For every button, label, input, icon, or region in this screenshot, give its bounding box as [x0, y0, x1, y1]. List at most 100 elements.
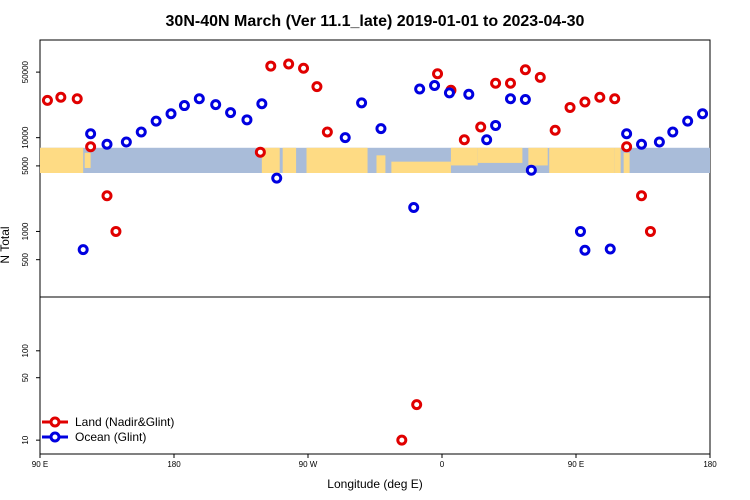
land-region — [623, 152, 630, 173]
land-point — [101, 190, 113, 202]
legend-item-land: Land (Nadir&Glint) — [42, 415, 174, 429]
ocean-point — [682, 115, 694, 127]
x-tick-label: 180 — [703, 460, 717, 469]
x-tick-label: 90 E — [32, 460, 48, 469]
land-point — [475, 121, 487, 133]
ocean-point — [375, 123, 387, 135]
ocean-point — [241, 114, 253, 126]
y-tick-label: 10 — [21, 435, 30, 444]
land-point — [644, 225, 656, 237]
ocean-point — [443, 87, 455, 99]
ocean-point — [604, 243, 616, 255]
ocean-point — [150, 115, 162, 127]
land-point — [311, 81, 323, 93]
ocean-point — [101, 138, 113, 150]
land-point — [283, 58, 295, 70]
land-point — [519, 64, 531, 76]
ocean-point — [165, 108, 177, 120]
ocean-point — [697, 108, 709, 120]
ocean-point — [120, 136, 132, 148]
land-point — [71, 93, 83, 105]
ocean-point — [77, 244, 89, 256]
x-axis-label: Longitude (deg E) — [327, 477, 422, 491]
ocean-point — [408, 202, 420, 214]
ocean-point — [579, 244, 591, 256]
land-region — [614, 147, 621, 173]
ocean-point — [667, 126, 679, 138]
land-region — [450, 147, 478, 166]
lower-panel: 10 50 100 — [21, 296, 711, 455]
ocean-point — [356, 97, 368, 109]
ocean-point — [256, 98, 268, 110]
ocean-point — [339, 132, 351, 144]
x-axis: 90 E 180 90 W 0 90 E 180 — [32, 454, 717, 469]
y-tick-label: 5000 — [21, 156, 30, 174]
land-point — [636, 190, 648, 202]
ocean-point — [225, 107, 237, 119]
y-tick-label: 100 — [21, 344, 30, 358]
land-region — [261, 147, 280, 173]
land-point — [265, 60, 277, 72]
ocean-point — [271, 172, 283, 184]
upper-panel: 500 1000 5000 10000 50000 — [21, 39, 711, 298]
ocean-point — [463, 88, 475, 100]
land-point — [110, 225, 122, 237]
land-point — [534, 71, 546, 83]
lower-plot-frame — [39, 296, 711, 455]
land-point — [55, 91, 67, 103]
land-point — [564, 101, 576, 113]
legend-label-land: Land (Nadir&Glint) — [75, 415, 174, 429]
legend: Land (Nadir&Glint) Ocean (Glint) — [42, 415, 174, 444]
land-point — [85, 141, 97, 153]
x-tick-label: 90 W — [299, 460, 318, 469]
lower-y-axis: 10 50 100 — [21, 344, 40, 445]
ocean-point — [414, 83, 426, 95]
land-point — [458, 134, 470, 146]
land-point — [609, 93, 621, 105]
ocean-point — [210, 99, 222, 111]
y-tick-label: 50 — [21, 373, 30, 382]
ocean-point — [574, 225, 586, 237]
land-point — [432, 68, 444, 80]
ocean-point — [135, 126, 147, 138]
land-point — [396, 434, 408, 446]
x-tick-label: 0 — [440, 460, 445, 469]
ocean-point — [504, 93, 516, 105]
y-tick-label: 10000 — [21, 126, 30, 149]
chart-title: 30N-40N March (Ver 11.1_late) 2019-01-01… — [166, 13, 585, 30]
land-point — [321, 126, 333, 138]
land-point — [549, 124, 561, 136]
land-point — [411, 399, 423, 411]
ocean-point — [621, 128, 633, 140]
land-point — [504, 77, 516, 89]
lower-data-points — [396, 399, 423, 446]
land-region — [282, 147, 297, 173]
y-tick-label: 50000 — [21, 60, 30, 83]
land-region — [40, 147, 84, 173]
ocean-point — [653, 136, 665, 148]
land-region — [306, 147, 368, 173]
ocean-point — [178, 100, 190, 112]
ocean-point — [525, 164, 537, 176]
ocean-point — [490, 119, 502, 131]
y-axis-label: N Total — [0, 226, 12, 263]
ocean-point — [636, 138, 648, 150]
land-region — [84, 152, 91, 168]
land-map-band — [40, 147, 710, 173]
legend-marker-ocean — [49, 431, 61, 443]
ocean-point — [519, 94, 531, 106]
land-region — [528, 147, 548, 166]
upper-data-points — [41, 58, 709, 256]
x-tick-label: 90 E — [568, 460, 584, 469]
y-tick-label: 500 — [21, 252, 30, 266]
land-region — [376, 155, 386, 173]
upper-y-axis: 500 1000 5000 10000 50000 — [21, 60, 40, 266]
land-point — [41, 94, 53, 106]
ocean-point — [193, 93, 205, 105]
legend-marker-land — [49, 416, 61, 428]
y-tick-label: 1000 — [21, 222, 30, 240]
land-point — [621, 141, 633, 153]
land-point — [579, 96, 591, 108]
ocean-point — [481, 134, 493, 146]
